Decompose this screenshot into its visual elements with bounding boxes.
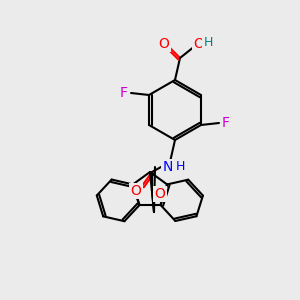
Text: H: H <box>175 160 185 173</box>
Text: O: O <box>159 37 170 51</box>
Text: O: O <box>154 187 165 201</box>
Text: O: O <box>130 184 141 198</box>
Text: O: O <box>194 37 204 51</box>
Text: F: F <box>120 86 128 100</box>
Text: H: H <box>203 35 213 49</box>
Text: N: N <box>163 160 173 174</box>
Text: F: F <box>222 116 230 130</box>
